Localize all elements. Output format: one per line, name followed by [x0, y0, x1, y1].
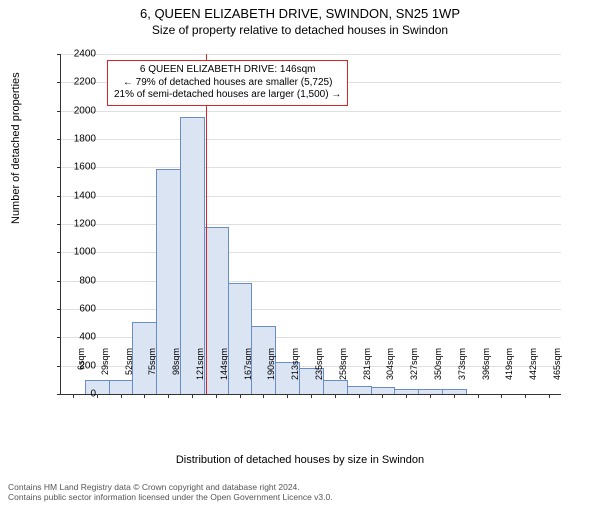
y-axis-label: Number of detached properties [10, 72, 22, 224]
annotation-line: 6 QUEEN ELIZABETH DRIVE: 146sqm [114, 64, 341, 77]
ytick-label: 600 [56, 304, 96, 315]
gridline [61, 224, 561, 225]
xtick-mark [287, 394, 288, 398]
xtick-label: 465sqm [552, 348, 562, 398]
gridline [61, 309, 561, 310]
plot-area: 6sqm29sqm52sqm75sqm98sqm121sqm144sqm167s… [60, 54, 561, 395]
gridline [61, 196, 561, 197]
annotation-box: 6 QUEEN ELIZABETH DRIVE: 146sqm← 79% of … [107, 60, 348, 106]
footer-line-2: Contains public sector information licen… [8, 492, 333, 502]
x-axis-label: Distribution of detached houses by size … [0, 454, 600, 466]
xtick-mark [263, 394, 264, 398]
ytick-label: 400 [56, 332, 96, 343]
gridline [61, 54, 561, 55]
xtick-mark [549, 394, 550, 398]
ytick-label: 1400 [56, 190, 96, 201]
xtick-mark [144, 394, 145, 398]
xtick-mark [335, 394, 336, 398]
xtick-mark [430, 394, 431, 398]
gridline [61, 281, 561, 282]
ytick-label: 200 [56, 360, 96, 371]
ytick-label: 2200 [56, 77, 96, 88]
ytick-label: 2400 [56, 49, 96, 60]
ytick-label: 1200 [56, 219, 96, 230]
xtick-mark [97, 394, 98, 398]
xtick-mark [216, 394, 217, 398]
chart-container: 6, QUEEN ELIZABETH DRIVE, SWINDON, SN25 … [0, 6, 600, 506]
xtick-mark [454, 394, 455, 398]
xtick-label: 373sqm [457, 348, 467, 398]
xtick-mark [382, 394, 383, 398]
xtick-mark [121, 394, 122, 398]
ytick-label: 2000 [56, 105, 96, 116]
xtick-label: 442sqm [528, 348, 538, 398]
annotation-line: ← 79% of detached houses are smaller (5,… [114, 77, 341, 90]
xtick-mark [501, 394, 502, 398]
ytick-label: 1600 [56, 162, 96, 173]
xtick-mark [525, 394, 526, 398]
footer-attribution: Contains HM Land Registry data © Crown c… [8, 482, 333, 502]
gridline [61, 252, 561, 253]
xtick-mark [240, 394, 241, 398]
ytick-label: 1800 [56, 134, 96, 145]
ytick-label: 0 [56, 389, 96, 400]
ytick-label: 1000 [56, 247, 96, 258]
ytick-label: 800 [56, 275, 96, 286]
gridline [61, 167, 561, 168]
chart-subtitle: Size of property relative to detached ho… [0, 23, 600, 37]
xtick-mark [478, 394, 479, 398]
gridline [61, 111, 561, 112]
xtick-mark [406, 394, 407, 398]
annotation-line: 21% of semi-detached houses are larger (… [114, 89, 341, 102]
gridline [61, 139, 561, 140]
footer-line-1: Contains HM Land Registry data © Crown c… [8, 482, 333, 492]
xtick-label: 396sqm [481, 348, 491, 398]
xtick-mark [192, 394, 193, 398]
xtick-mark [311, 394, 312, 398]
xtick-label: 419sqm [504, 348, 514, 398]
chart-title: 6, QUEEN ELIZABETH DRIVE, SWINDON, SN25 … [0, 6, 600, 21]
xtick-mark [168, 394, 169, 398]
xtick-mark [359, 394, 360, 398]
